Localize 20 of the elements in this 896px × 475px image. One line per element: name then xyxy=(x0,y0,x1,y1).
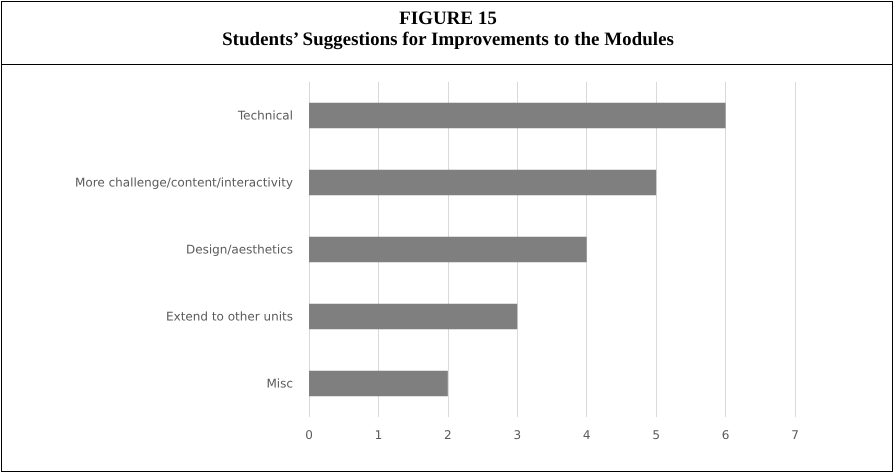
y-tick-label: More challenge/content/interactivity xyxy=(75,176,293,190)
y-tick-label: Extend to other units xyxy=(166,310,293,324)
x-tick-label: 3 xyxy=(513,428,522,442)
bar xyxy=(309,102,726,128)
x-tick-label: 7 xyxy=(791,428,799,442)
bar xyxy=(309,370,448,396)
x-tick-label: 4 xyxy=(582,428,591,442)
y-tick-label: Design/aesthetics xyxy=(186,242,293,256)
x-tick-label: 6 xyxy=(722,428,730,442)
bar xyxy=(309,304,518,330)
x-tick-label: 1 xyxy=(374,428,382,442)
bar xyxy=(309,236,587,262)
y-tick-label: Misc xyxy=(266,376,293,390)
x-tick-label: 2 xyxy=(444,428,452,442)
y-tick-label: Technical xyxy=(236,108,293,122)
chart-title: FIGURE 15 xyxy=(399,8,497,29)
bar xyxy=(309,170,656,196)
chart-subtitle: Students’ Suggestions for Improvements to the Modules xyxy=(222,29,674,50)
x-tick-label: 0 xyxy=(305,428,313,442)
x-tick-label: 5 xyxy=(652,428,660,442)
